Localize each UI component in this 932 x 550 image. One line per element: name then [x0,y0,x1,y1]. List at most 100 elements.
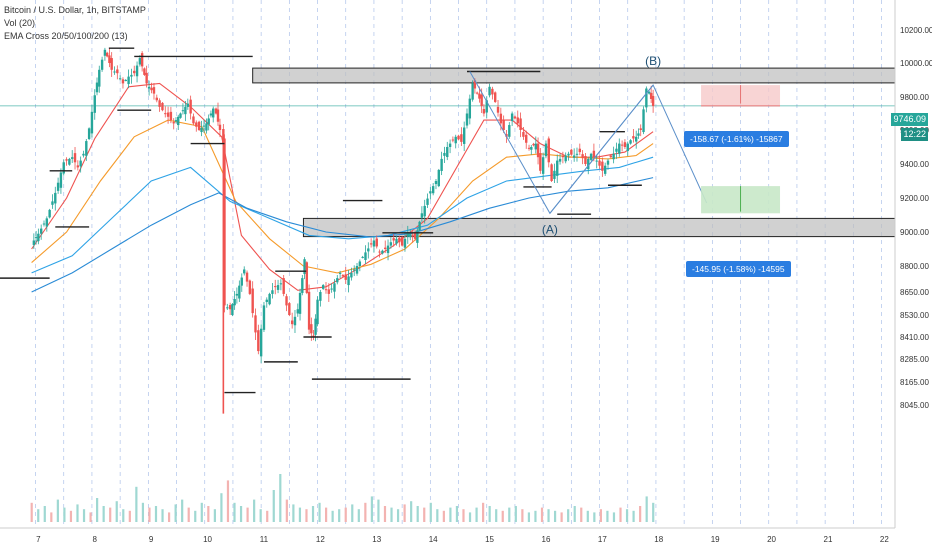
candle-body [166,112,170,117]
resistance-support-zone [252,67,896,84]
candle-body [612,153,615,160]
candle-body [301,278,304,293]
abcd-pattern [469,71,708,215]
candle-body [525,134,528,143]
candle-body [336,278,339,283]
volume-bar [318,502,321,522]
price-tick-label: 8530.00 [900,311,929,320]
candle-body [468,98,472,119]
volume-indicator-label[interactable]: Vol (20) [4,18,36,28]
volume-bar [410,501,413,522]
candle-body [341,275,345,277]
volume-bar [239,506,243,522]
candle-body [45,218,49,227]
candle-body [303,259,306,274]
volume-bar [50,512,53,522]
candle-body [288,303,291,315]
candle-body [637,133,640,136]
candle-body [179,113,182,118]
candle-body [305,262,309,293]
candle-body [279,283,283,285]
time-tick-label: 8 [93,535,98,544]
candle-body [259,328,263,357]
candle-body [589,153,593,160]
candle-body [321,285,325,289]
candle-body [350,272,353,278]
candle-body [355,266,359,274]
candle-body [406,232,409,237]
candle-body [298,292,302,314]
candle-body [312,335,315,337]
volume-bar [586,510,589,522]
bar-countdown-tag: 12:22 [901,128,928,141]
candle-body [56,182,60,191]
candle-body [73,153,77,163]
candle-body [324,289,328,291]
candle-body [440,158,443,171]
candle-body [223,138,226,306]
candle-body [140,53,144,67]
candle-body [384,247,387,249]
volume-bar [344,507,347,522]
candle-body [181,110,185,112]
candle-body [398,237,401,243]
candle-body [82,153,85,156]
candle-body [539,153,542,171]
candle-body [130,74,133,77]
candle-body [513,116,517,119]
candle-body [403,238,407,248]
time-tick-label: 19 [711,535,720,544]
price-tick-label: 8285.00 [900,355,929,364]
candle-body [216,109,220,122]
volume-bar [331,510,334,522]
volume-bar [521,509,524,522]
candle-body [314,318,317,335]
volume-bar [593,512,596,522]
volume-bar [468,512,472,522]
candle-body [327,289,331,294]
ema-indicator-label[interactable]: EMA Cross 20/50/100/200 (13) [4,31,128,41]
volume-bar [357,509,360,522]
candle-body [623,142,627,147]
candle-body [615,148,618,152]
price-tick-label: 10200.00 [900,26,932,35]
volume-bar [364,502,367,522]
time-tick-label: 18 [654,535,663,544]
candle-body [276,285,280,290]
time-tick-label: 7 [36,535,41,544]
candle-body [207,118,210,125]
symbol-title[interactable]: Bitcoin / U.S. Dollar, 1h, BITSTAMP [4,5,146,15]
candle-body [496,106,500,113]
volume-bar [69,510,73,522]
volume-bar [639,506,642,522]
wave-label-a: (A) [542,222,558,236]
price-axis[interactable]: 10200.0010000.009800.009600.009400.00920… [894,0,932,528]
volume-bar [370,496,373,522]
volume-bar [63,507,66,522]
time-tick-label: 13 [372,535,381,544]
volume-bar [128,510,131,522]
candle-body [192,116,195,124]
candle-body [108,55,111,63]
candle-body [127,76,130,85]
volume-bar [573,506,576,522]
volume-bar [285,499,288,522]
candle-body [245,272,249,282]
candle-body [592,150,596,158]
volume-bar [429,502,432,522]
volume-bar [540,507,544,522]
candle-body [68,158,71,165]
candle-body [238,285,241,299]
volume-bar [377,499,380,522]
candle-body [251,288,254,314]
candle-body [556,160,559,176]
time-tick-label: 22 [880,535,889,544]
candle-body [519,118,522,130]
candle-body [316,299,319,325]
volume-bar [652,502,655,522]
volume-bar [599,509,602,522]
candle-body [338,272,342,274]
time-axis[interactable]: 7 8 9 10 11 12 13 14 15 16 17 18 19 20 21 22 [0,527,895,544]
candle-body [446,147,449,158]
